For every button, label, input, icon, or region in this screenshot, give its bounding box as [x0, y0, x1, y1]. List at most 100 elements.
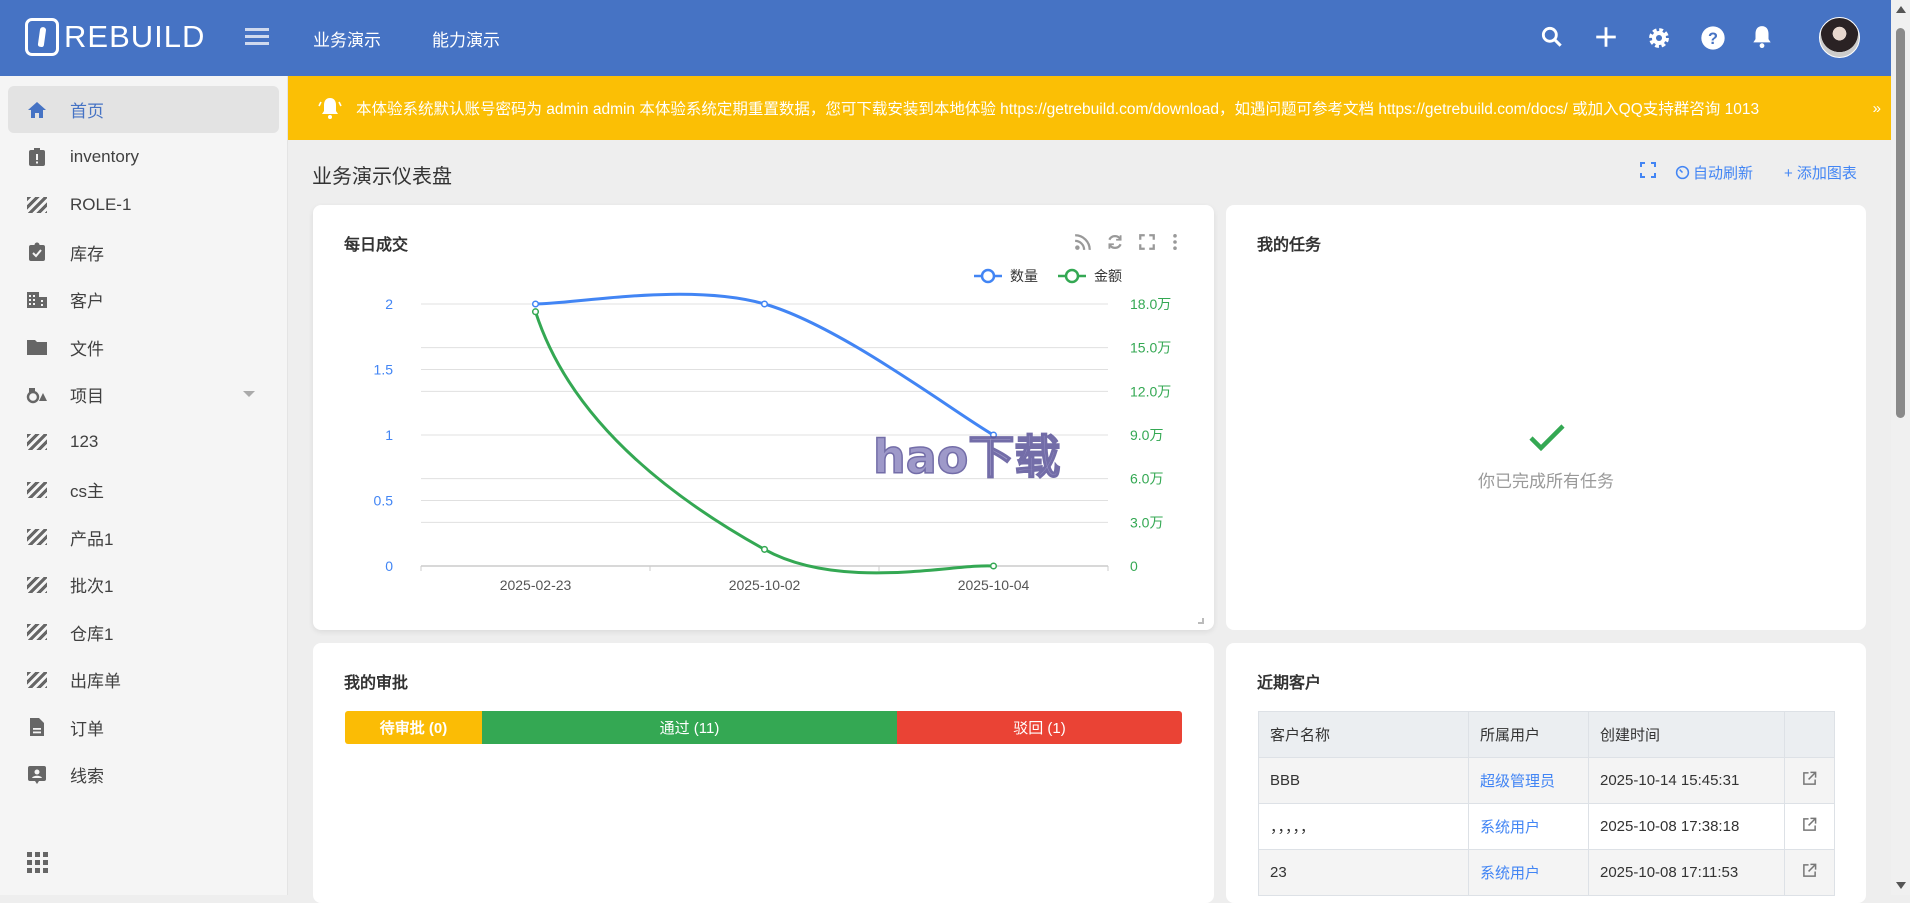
recent-customers-table: 客户名称 所属用户 创建时间 BBB 超级管理员 2025-10-14 15:45:…: [1258, 711, 1835, 896]
nav-capability-demo[interactable]: 能力演示: [432, 31, 500, 50]
created-time: 2025-10-08 17:11:53: [1588, 849, 1785, 896]
hatch-icon: [26, 527, 48, 547]
bell-icon[interactable]: [1748, 24, 1776, 52]
sidebar-item[interactable]: 项目: [8, 371, 279, 418]
help-icon[interactable]: ?: [1699, 24, 1727, 52]
data-point: [989, 431, 998, 439]
search-icon[interactable]: [1538, 24, 1566, 52]
fullscreen-icon[interactable]: [1640, 162, 1656, 182]
y-left-tick-label: 1.5: [374, 362, 394, 378]
apps-grid-icon[interactable]: [27, 852, 48, 873]
table-row[interactable]: ，，，，， 系统用户 2025-10-08 17:38:18: [1258, 803, 1835, 850]
x-tick-label: 2025-02-23: [500, 577, 572, 593]
sidebar-item-label: 文件: [70, 339, 104, 359]
column-header: 创建时间: [1588, 711, 1785, 758]
timer-icon: [1675, 165, 1690, 180]
legend-label: 金额: [1094, 268, 1122, 284]
watermark: hao下载: [873, 430, 1060, 484]
svg-text:?: ?: [1708, 30, 1718, 48]
resize-handle-icon[interactable]: [1198, 618, 1204, 624]
x-tick-label: 2025-10-02: [729, 577, 801, 593]
chevron-down-icon[interactable]: [243, 391, 255, 397]
bell-ring-icon: [318, 95, 342, 121]
sidebar-item[interactable]: 文件: [8, 324, 279, 371]
sidebar-item-label: 订单: [70, 719, 104, 739]
sidebar-item-label: 线索: [70, 767, 104, 786]
created-time: 2025-10-14 15:45:31: [1588, 757, 1785, 804]
expand-icon[interactable]: [1138, 233, 1156, 251]
sidebar-item[interactable]: 产品1: [8, 514, 279, 561]
sidebar-item-label: 批次1: [70, 577, 114, 596]
hatch-icon: [26, 195, 48, 215]
hatch-icon: [26, 622, 48, 642]
customer-name: 23: [1258, 849, 1469, 896]
document-icon: [26, 717, 48, 737]
hatch-icon: [26, 575, 48, 595]
table-row[interactable]: BBB 超级管理员 2025-10-14 15:45:31: [1258, 757, 1835, 804]
user-avatar[interactable]: [1819, 17, 1860, 58]
sidebar-item[interactable]: 首页: [8, 86, 279, 133]
y-right-tick-label: 6.0万: [1130, 471, 1163, 487]
banner-close-icon[interactable]: »: [1870, 99, 1881, 117]
sidebar-item[interactable]: 批次1: [8, 561, 279, 608]
approval-segment[interactable]: 驳回 (1): [897, 711, 1182, 744]
sidebar-item[interactable]: 客户: [8, 276, 279, 323]
series-line: [535, 292, 995, 437]
add-chart-button[interactable]: + 添加图表: [1784, 165, 1857, 182]
y-right-tick-label: 9.0万: [1130, 427, 1163, 443]
menu-toggle-icon[interactable]: [245, 28, 269, 46]
top-header: REBUILD 业务演示 能力演示 ?: [0, 0, 1891, 76]
open-external-icon[interactable]: [1784, 849, 1835, 896]
sidebar-item-label: 123: [70, 432, 99, 451]
created-time: 2025-10-08 17:38:18: [1588, 803, 1785, 850]
plus-icon[interactable]: [1592, 24, 1620, 52]
nav-business-demo[interactable]: 业务演示: [313, 31, 381, 50]
page-scrollbar[interactable]: [1891, 0, 1910, 895]
card-toolbar: [1074, 233, 1180, 251]
sidebar-item[interactable]: ROLE-1: [8, 181, 279, 228]
daily-deals-chart: 0 0.5 1 1.5 2 0 3.0万 6.0万 9.0万 12.0万 15.0万 18.0万 202…: [374, 268, 1172, 593]
sidebar-item[interactable]: 订单: [8, 704, 279, 751]
rss-icon[interactable]: [1074, 233, 1092, 251]
sidebar-item[interactable]: inventory: [8, 134, 279, 181]
legend-label: 数量: [1010, 268, 1038, 284]
owner-link[interactable]: 超级管理员: [1468, 757, 1589, 804]
sidebar-item[interactable]: cs主: [8, 466, 279, 513]
sidebar-item[interactable]: 出库单: [8, 656, 279, 703]
approval-segment[interactable]: 待审批 (0): [345, 711, 482, 744]
sidebar-item[interactable]: 库存: [8, 229, 279, 276]
sidebar-item-label: 客户: [70, 292, 104, 311]
sidebar-item[interactable]: 线索: [8, 751, 279, 798]
y-left-tick-label: 0.5: [374, 493, 394, 509]
y-right-tick-label: 12.0万: [1130, 383, 1171, 399]
hatch-icon: [26, 480, 48, 500]
gear-icon[interactable]: [1645, 24, 1673, 52]
table-row[interactable]: 23 系统用户 2025-10-08 17:11:53: [1258, 849, 1835, 896]
sidebar-item[interactable]: 仓库1: [8, 609, 279, 656]
approval-segment[interactable]: 通过 (11): [482, 711, 897, 744]
daily-deals-card: 每日成交 0 0.5 1 1.5 2 0 3.0万 6.0万 9.0万 12.0万 15.0万 18.…: [313, 205, 1214, 630]
owner-link[interactable]: 系统用户: [1468, 803, 1589, 850]
open-external-icon[interactable]: [1784, 757, 1835, 804]
sidebar-item-label: 产品1: [70, 529, 114, 549]
auto-refresh-button[interactable]: 自动刷新: [1675, 162, 1753, 183]
y-right-tick-label: 18.0万: [1130, 296, 1171, 312]
open-external-icon[interactable]: [1784, 803, 1835, 850]
clipboard-alert-icon: [26, 147, 48, 167]
logo[interactable]: REBUILD: [25, 18, 205, 56]
logo-icon: [25, 18, 59, 56]
owner-link[interactable]: 系统用户: [1468, 849, 1589, 896]
more-icon[interactable]: [1170, 233, 1180, 251]
my-tasks-card: 我的任务 你已完成所有任务: [1226, 205, 1866, 630]
refresh-icon[interactable]: [1106, 233, 1124, 251]
sidebar-item-label: 仓库1: [70, 624, 114, 644]
data-point: [989, 562, 998, 570]
y-left-tick-label: 1: [385, 427, 393, 443]
approval-status-bar: 待审批 (0) 通过 (11) 驳回 (1): [345, 711, 1182, 744]
y-left-tick-label: 2: [385, 296, 393, 312]
sidebar-item[interactable]: 123: [8, 419, 279, 466]
y-right-tick-label: 3.0万: [1130, 514, 1163, 530]
card-title: 我的审批: [344, 675, 409, 692]
card-title: 我的任务: [1257, 237, 1322, 254]
card-title: 近期客户: [1257, 675, 1322, 692]
